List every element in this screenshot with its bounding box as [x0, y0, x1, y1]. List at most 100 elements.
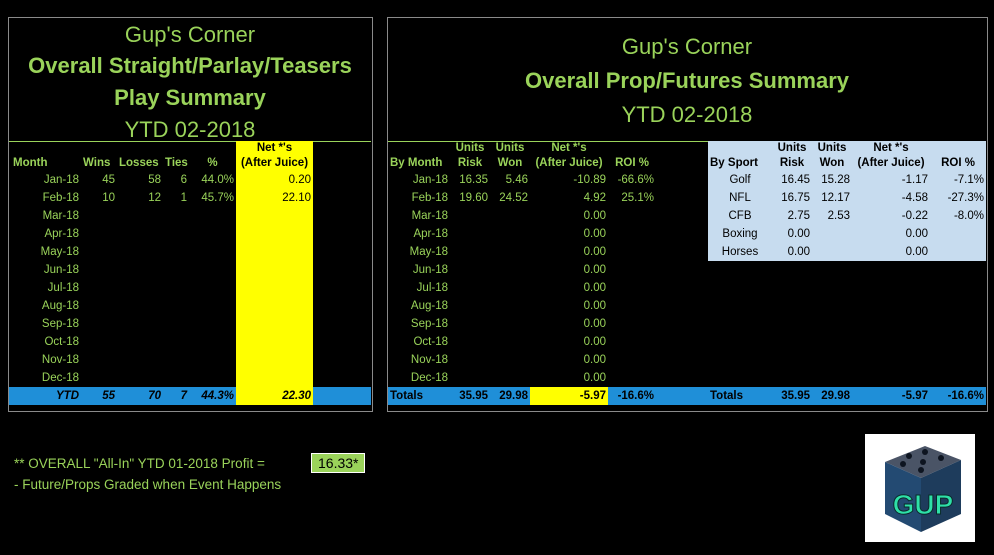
- right-risk-cell: 16.35: [459, 174, 488, 186]
- left-net-cell: [236, 351, 313, 369]
- left-wins-cell: [81, 369, 117, 387]
- right-header-risk1: Units: [455, 142, 485, 154]
- left-losses-cell: [117, 369, 163, 387]
- left-wins-cell: [81, 351, 117, 369]
- left-header-month: Month: [13, 157, 48, 169]
- left-pct-cell: [189, 369, 236, 387]
- right-roi-cell: [608, 333, 656, 351]
- right-roi-cell: [608, 351, 656, 369]
- left-empty-cell: [313, 297, 371, 315]
- left-month-cell: Mar-18: [42, 210, 79, 222]
- right-net-cell: 0.00: [583, 246, 606, 258]
- right-table-row: Feb-18 19.60 24.52 4.92 25.1%: [388, 189, 708, 207]
- left-table-row: Nov-18: [9, 351, 371, 369]
- right-roi-cell: [608, 207, 656, 225]
- right-risk-cell: [450, 225, 490, 243]
- left-month-cell: Apr-18: [44, 228, 79, 240]
- right-roi-cell: -66.6%: [617, 174, 654, 186]
- left-empty-cell: [313, 171, 371, 189]
- left-empty-cell: [313, 333, 371, 351]
- right-net-cell: 0.00: [583, 300, 606, 312]
- right-header-won1: Units: [495, 142, 525, 154]
- left-ties-cell: [163, 333, 189, 351]
- right-divider: [388, 141, 986, 142]
- left-total-losses: 70: [117, 387, 163, 405]
- right-risk-cell: [450, 351, 490, 369]
- sport-table-row: Boxing 0.00 0.00: [708, 225, 986, 243]
- right-month-cell: Nov-18: [410, 354, 448, 366]
- sport-total-net: -5.97: [852, 387, 930, 405]
- left-wins-cell: [81, 243, 117, 261]
- left-net-cell: [236, 243, 313, 261]
- right-won-cell: 5.46: [505, 174, 528, 186]
- gup-dice-logo: GUP: [865, 434, 975, 542]
- right-header-net1: Net *'s: [551, 142, 587, 154]
- right-won-cell: 24.52: [499, 192, 528, 204]
- left-table-row: Mar-18: [9, 207, 371, 225]
- left-total-pct: 44.3%: [189, 387, 236, 405]
- right-net-cell: 0.00: [583, 336, 606, 348]
- right-table-row: Mar-18 0.00: [388, 207, 708, 225]
- sport-net-cell: -1.17: [852, 171, 930, 189]
- left-empty-cell: [313, 261, 371, 279]
- right-roi-cell: 25.1%: [621, 192, 654, 204]
- left-empty-cell: [313, 225, 371, 243]
- sport-table-row: Golf 16.45 15.28 -1.17 -7.1%: [708, 171, 986, 189]
- left-summary-panel: [8, 17, 373, 412]
- future-props-note: - Future/Props Graded when Event Happens: [14, 477, 282, 492]
- left-net-cell: [236, 369, 313, 387]
- right-total-net: -5.97: [530, 387, 608, 405]
- left-wins-cell: [81, 279, 117, 297]
- right-month-cell: Feb-18: [411, 192, 448, 204]
- left-ties-cell: [163, 297, 189, 315]
- left-divider: [9, 141, 371, 142]
- right-header-row: Units Units Net *'s: [388, 141, 708, 156]
- left-wins-cell: [81, 333, 117, 351]
- right-header-net2: (After Juice): [535, 157, 603, 169]
- right-roi-cell: [608, 297, 656, 315]
- right-title-ytd: YTD 02-2018: [621, 102, 753, 127]
- right-table-row: Nov-18 0.00: [388, 351, 708, 369]
- sport-net-cell: 0.00: [852, 225, 930, 243]
- left-header-ties: Ties: [165, 157, 188, 169]
- right-won-cell: [490, 297, 530, 315]
- left-header-row: Net *'s: [9, 141, 371, 156]
- left-wins-cell: [81, 261, 117, 279]
- left-ties-cell: 1: [180, 192, 187, 204]
- left-empty-cell: [313, 351, 371, 369]
- right-month-cell: Mar-18: [411, 210, 448, 222]
- left-table-row: Sep-18: [9, 315, 371, 333]
- left-table-row: Oct-18: [9, 333, 371, 351]
- right-month-cell: Jan-18: [412, 174, 448, 186]
- sport-name-cell: Boxing: [708, 225, 772, 243]
- sport-won-cell: [812, 225, 852, 243]
- right-risk-cell: [450, 297, 490, 315]
- right-table-row: May-18 0.00: [388, 243, 708, 261]
- right-table-row: Dec-18 0.00: [388, 369, 708, 387]
- right-roi-cell: [608, 261, 656, 279]
- left-losses-cell: [117, 279, 163, 297]
- all-in-profit-value: 16.33*: [311, 453, 366, 473]
- right-empty-cell: [656, 243, 708, 261]
- left-table-row: Aug-18: [9, 297, 371, 315]
- right-table-row: Jan-18 16.35 5.46 -10.89 -66.6%: [388, 171, 708, 189]
- left-losses-cell: [117, 297, 163, 315]
- left-net-cell: [236, 225, 313, 243]
- right-won-cell: [490, 225, 530, 243]
- left-header-row2: Month Wins Losses Ties % (After Juice): [9, 156, 371, 171]
- right-month-cell: Apr-18: [413, 228, 448, 240]
- left-total-wins: 55: [81, 387, 117, 405]
- right-net-cell: -10.89: [573, 174, 606, 186]
- left-table-row: Jan-18 45 58 6 44.0% 0.20: [9, 171, 371, 189]
- left-total-ties: 7: [163, 387, 189, 405]
- sport-net-cell: -0.22: [852, 207, 930, 225]
- right-won-cell: [490, 315, 530, 333]
- right-header-won2: Won: [497, 157, 523, 169]
- right-table-row: Jul-18 0.00: [388, 279, 708, 297]
- right-total-row: Totals 35.95 29.98 -5.97 -16.6%: [388, 387, 708, 405]
- left-header-pct: %: [207, 157, 218, 169]
- sport-total-row: Totals 35.95 29.98 -5.97 -16.6%: [708, 387, 986, 405]
- right-risk-cell: [450, 315, 490, 333]
- sport-name-cell: NFL: [708, 189, 772, 207]
- right-month-cell: May-18: [409, 246, 448, 258]
